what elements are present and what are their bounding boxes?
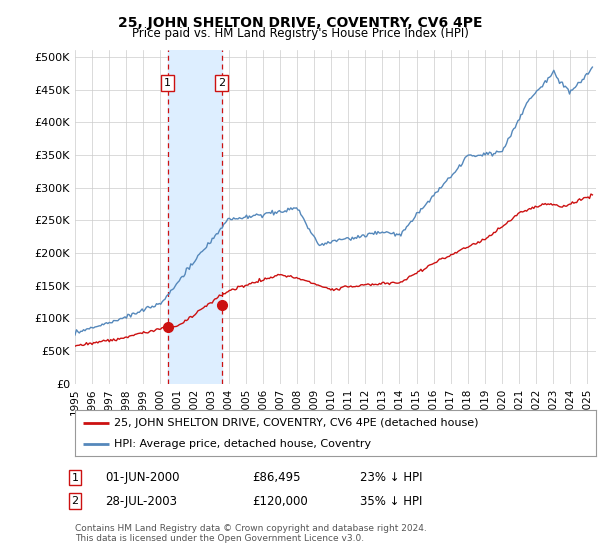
Text: Price paid vs. HM Land Registry's House Price Index (HPI): Price paid vs. HM Land Registry's House … (131, 27, 469, 40)
Text: 23% ↓ HPI: 23% ↓ HPI (360, 471, 422, 484)
Text: Contains HM Land Registry data © Crown copyright and database right 2024.
This d: Contains HM Land Registry data © Crown c… (75, 524, 427, 543)
Text: 1: 1 (164, 78, 171, 88)
Text: HPI: Average price, detached house, Coventry: HPI: Average price, detached house, Cove… (114, 439, 371, 449)
Text: 25, JOHN SHELTON DRIVE, COVENTRY, CV6 4PE: 25, JOHN SHELTON DRIVE, COVENTRY, CV6 4P… (118, 16, 482, 30)
Text: 28-JUL-2003: 28-JUL-2003 (105, 494, 177, 508)
Text: £86,495: £86,495 (252, 471, 301, 484)
Text: 25, JOHN SHELTON DRIVE, COVENTRY, CV6 4PE (detached house): 25, JOHN SHELTON DRIVE, COVENTRY, CV6 4P… (114, 418, 479, 428)
Text: 1: 1 (71, 473, 79, 483)
Text: 35% ↓ HPI: 35% ↓ HPI (360, 494, 422, 508)
Text: £120,000: £120,000 (252, 494, 308, 508)
Text: 01-JUN-2000: 01-JUN-2000 (105, 471, 179, 484)
Text: 2: 2 (71, 496, 79, 506)
Text: 2: 2 (218, 78, 225, 88)
Bar (167, 50, 221, 384)
